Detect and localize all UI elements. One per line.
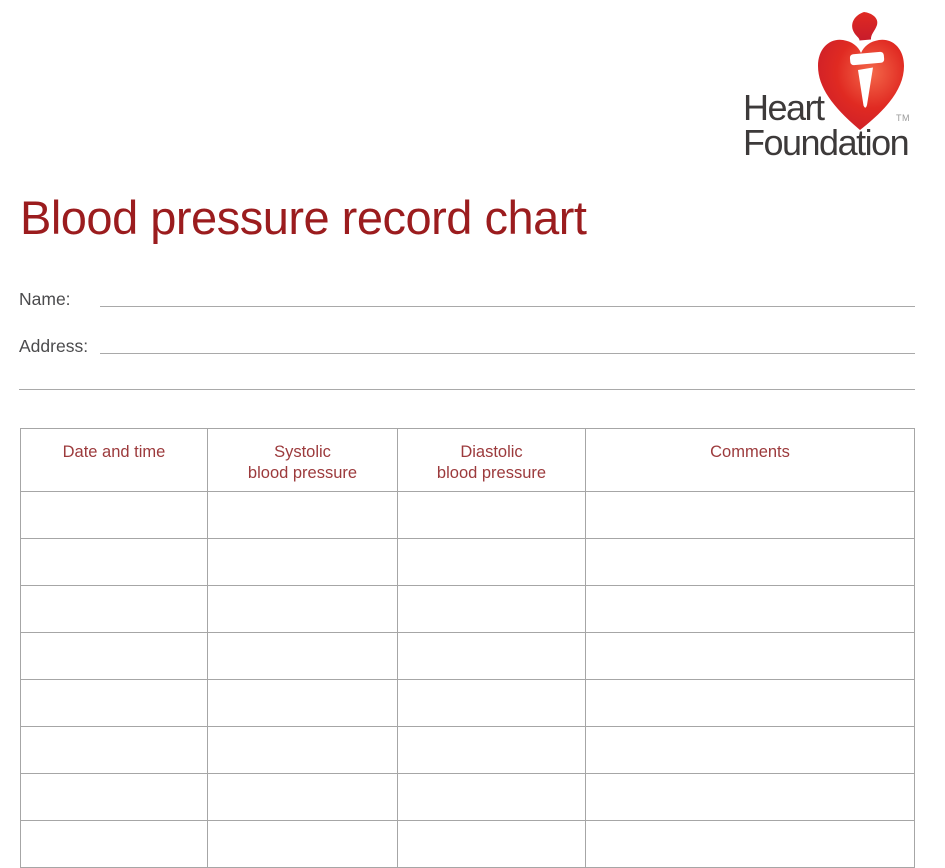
table-cell <box>398 821 586 868</box>
logo-word-heart: Heart <box>743 87 825 128</box>
trademark-symbol: TM <box>896 113 910 123</box>
table-cell <box>208 727 398 773</box>
table-cell <box>208 821 398 868</box>
table-cell <box>21 492 208 538</box>
table-row <box>21 492 914 539</box>
table-row <box>21 821 914 868</box>
table-cell <box>586 821 914 868</box>
table-cell <box>21 539 208 585</box>
torch-blade <box>858 67 873 108</box>
table-cell <box>398 492 586 538</box>
table-row <box>21 727 914 774</box>
heart-foundation-logo: Heart Foundation TM <box>730 10 935 165</box>
bp-record-table: Date and time Systolic blood pressure Di… <box>20 428 915 868</box>
table-cell <box>586 586 914 632</box>
table-cell <box>586 680 914 726</box>
table-cell <box>21 821 208 868</box>
name-input-line <box>100 306 915 307</box>
address-input-line <box>100 353 915 354</box>
bp-table-body <box>21 492 914 868</box>
column-header-diastolic: Diastolic blood pressure <box>398 429 586 491</box>
table-cell <box>586 727 914 773</box>
table-cell <box>208 586 398 632</box>
table-cell <box>398 586 586 632</box>
table-cell <box>398 680 586 726</box>
table-cell <box>398 727 586 773</box>
table-cell <box>586 492 914 538</box>
table-cell <box>21 727 208 773</box>
table-cell <box>21 774 208 820</box>
table-cell <box>208 774 398 820</box>
table-cell <box>398 633 586 679</box>
flame-shape <box>852 12 878 41</box>
address-input-line-2 <box>19 389 915 390</box>
table-header-row: Date and time Systolic blood pressure Di… <box>21 429 914 492</box>
name-label: Name: <box>19 289 71 309</box>
column-header-date-time: Date and time <box>21 429 208 491</box>
table-row <box>21 680 914 727</box>
table-row <box>21 586 914 633</box>
table-cell <box>586 539 914 585</box>
heart-torch-icon <box>818 12 904 130</box>
logo-wordmark: Heart Foundation <box>743 87 910 163</box>
table-row <box>21 539 914 586</box>
table-cell <box>208 492 398 538</box>
logo-word-foundation: Foundation <box>743 122 910 163</box>
column-header-comments: Comments <box>710 443 790 461</box>
table-cell <box>398 539 586 585</box>
table-cell <box>208 633 398 679</box>
table-cell <box>208 539 398 585</box>
table-cell <box>398 774 586 820</box>
page-title: Blood pressure record chart <box>20 191 587 244</box>
table-cell <box>586 633 914 679</box>
table-cell <box>21 680 208 726</box>
table-cell <box>21 633 208 679</box>
table-row <box>21 633 914 680</box>
table-row <box>21 774 914 821</box>
table-cell <box>586 774 914 820</box>
address-label: Address: <box>19 336 89 356</box>
table-cell <box>208 680 398 726</box>
table-cell <box>21 586 208 632</box>
column-header-systolic: Systolic blood pressure <box>208 429 398 491</box>
torch-crossbar <box>849 51 885 66</box>
